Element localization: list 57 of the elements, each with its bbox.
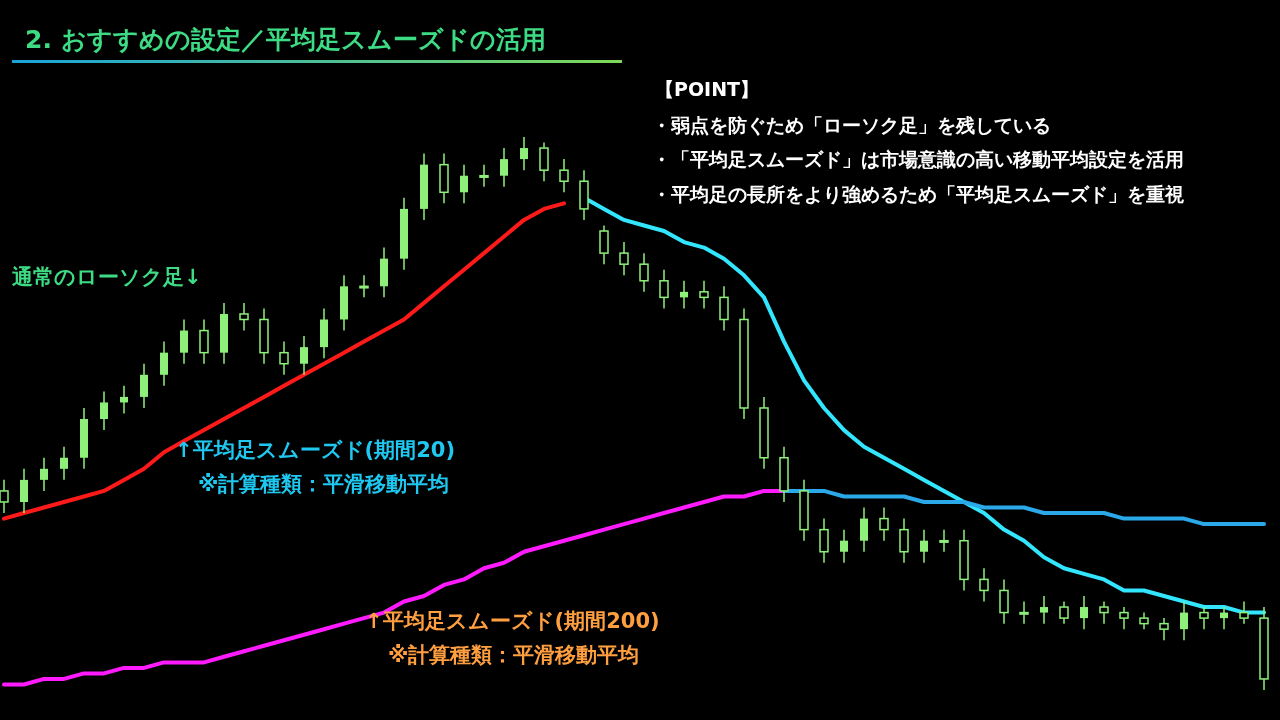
text: 【POINT】 [655, 78, 760, 100]
candlestick [539, 141, 549, 182]
candlestick [840, 528, 848, 564]
candlestick [1059, 600, 1069, 625]
annotation: ※計算種類：平滑移動平均 [198, 472, 450, 496]
text: ・弱点を防ぐため「ローソク足」を残している [652, 114, 1051, 136]
candlestick [680, 280, 688, 310]
candlestick [239, 302, 249, 332]
candlestick [520, 136, 528, 171]
candlestick [920, 528, 928, 564]
candlestick [500, 147, 508, 188]
candlestick [639, 252, 649, 293]
candlestick [20, 468, 28, 514]
candlestick [279, 340, 289, 376]
candlestick [1199, 606, 1209, 630]
candlestick [0, 479, 9, 514]
candlestick [699, 280, 709, 310]
candlestick [120, 385, 128, 415]
candlestick [460, 163, 468, 205]
candlestick [359, 274, 369, 299]
candlestick [300, 335, 308, 376]
annotation: ↑平均足スムーズド(期間200) [365, 609, 660, 633]
candlestick [719, 285, 729, 332]
candlestick [100, 390, 108, 431]
candlestick [160, 340, 168, 387]
candlestick [1239, 600, 1249, 625]
candlestick [1159, 617, 1169, 641]
candlestick [1119, 606, 1129, 630]
candlestick [1040, 595, 1048, 625]
candlestick [479, 163, 489, 188]
candlestick [1180, 600, 1188, 641]
annotation: ・平均足の長所をより強めるため「平均足スムーズド」を重視 [652, 183, 1184, 205]
candlestick [1019, 600, 1029, 625]
annotation: ・「平均足スムーズド」は市場意識の高い移動平均設定を活用 [652, 148, 1184, 170]
candlestick [899, 517, 909, 564]
candlestick [1220, 606, 1228, 630]
candlestick [1099, 600, 1109, 625]
candlestick [819, 517, 829, 564]
candlestick [559, 158, 569, 194]
candlestick [659, 268, 669, 310]
candlestick [979, 567, 989, 603]
annotation: ※計算種類：平滑移動平均 [388, 643, 640, 667]
candlestick [619, 241, 629, 276]
candlestick [939, 528, 949, 553]
candlestick [140, 362, 148, 409]
candlestick [879, 506, 889, 542]
candlestick [999, 578, 1009, 625]
candlestick [40, 456, 48, 492]
candlestick [199, 318, 209, 365]
annotation: ↑平均足スムーズド(期間20) [175, 438, 456, 462]
candlestick [180, 318, 188, 365]
chart-title: 2. おすすめの設定／平均足スムーズドの活用 [25, 25, 546, 54]
candlestick [860, 506, 868, 553]
candlestick [60, 445, 68, 481]
annotation: 通常のローソク足↓ [11, 265, 202, 289]
candlestick [1080, 595, 1088, 630]
candlestick [599, 224, 609, 265]
